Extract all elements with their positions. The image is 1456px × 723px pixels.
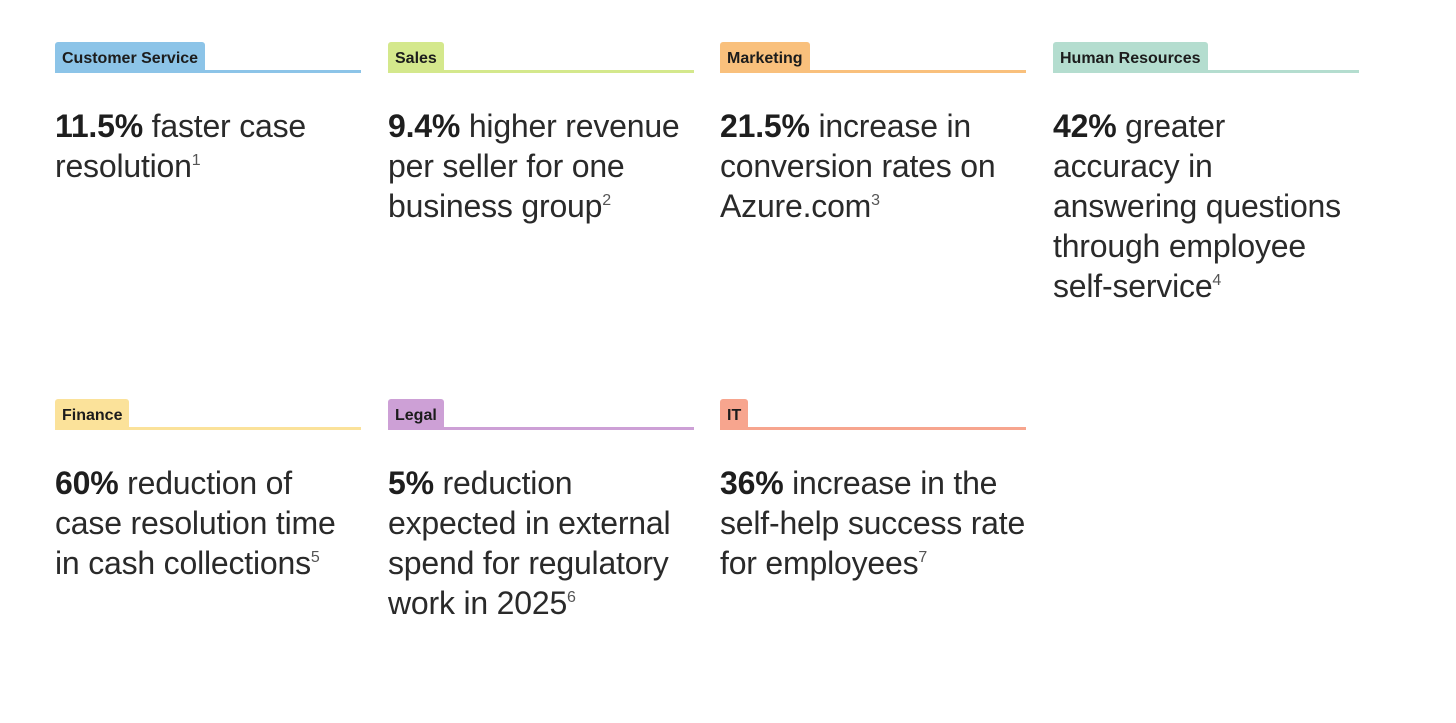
- category-underline: [388, 427, 694, 430]
- footnote-marker: 4: [1212, 272, 1222, 289]
- category-underline: [55, 70, 361, 73]
- stat-card-it: IT 36% increase in the self-help success…: [720, 399, 1026, 583]
- stat-text: 36% increase in the self-help success ra…: [720, 463, 1026, 583]
- footnote-marker: 5: [310, 549, 320, 566]
- stat-number: 60%: [55, 465, 119, 501]
- category-underline: [388, 70, 694, 73]
- category-tag: Sales: [388, 42, 444, 73]
- stat-number: 42%: [1053, 108, 1117, 144]
- stat-card-customer-service: Customer Service 11.5% faster case resol…: [55, 42, 361, 186]
- category-tag: Human Resources: [1053, 42, 1208, 73]
- stat-card-sales: Sales 9.4% higher revenue per seller for…: [388, 42, 694, 226]
- stat-card-marketing: Marketing 21.5% increase in conversion r…: [720, 42, 1026, 226]
- stat-description: reduction of case resolution time in cas…: [55, 465, 336, 581]
- stat-number: 11.5%: [55, 108, 143, 144]
- stat-card-human-resources: Human Resources 42% greater accuracy in …: [1053, 42, 1359, 306]
- category-header: Sales: [388, 42, 694, 73]
- stat-description: higher revenue per seller for one busine…: [388, 108, 680, 224]
- stat-number: 36%: [720, 465, 784, 501]
- category-tag: IT: [720, 399, 749, 430]
- stat-text: 21.5% increase in conversion rates on Az…: [720, 106, 1026, 226]
- category-header: Legal: [388, 399, 694, 430]
- category-header: Human Resources: [1053, 42, 1359, 73]
- stat-description: faster case resolution: [55, 108, 306, 184]
- stat-text: 9.4% higher revenue per seller for one b…: [388, 106, 694, 226]
- category-header: IT: [720, 399, 1026, 430]
- category-underline: [720, 427, 1026, 430]
- stat-description: reduction expected in external spend for…: [388, 465, 671, 621]
- category-underline: [720, 70, 1026, 73]
- stat-description: increase in conversion rates on Azure.co…: [720, 108, 996, 224]
- footnote-marker: 3: [871, 192, 880, 209]
- footnote-marker: 2: [602, 192, 611, 209]
- category-header: Finance: [55, 399, 361, 430]
- stat-text: 42% greater accuracy in answering questi…: [1053, 106, 1359, 306]
- category-tag: Legal: [388, 399, 444, 430]
- footnote-marker: 1: [191, 152, 201, 169]
- category-header: Customer Service: [55, 42, 361, 73]
- stat-text: 60% reduction of case resolution time in…: [55, 463, 361, 583]
- stat-card-finance: Finance 60% reduction of case resolution…: [55, 399, 361, 583]
- category-tag: Customer Service: [55, 42, 206, 73]
- category-tag: Marketing: [720, 42, 810, 73]
- stat-description: increase in the self-help success rate f…: [720, 465, 1026, 581]
- category-underline: [55, 427, 361, 430]
- stat-number: 9.4%: [388, 108, 461, 144]
- footnote-marker: 7: [918, 549, 928, 566]
- stat-text: 11.5% faster case resolution1: [55, 106, 361, 186]
- category-tag: Finance: [55, 399, 130, 430]
- stat-number: 21.5%: [720, 108, 810, 144]
- stat-description: greater accuracy in answering questions …: [1053, 108, 1341, 304]
- stat-text: 5% reduction expected in external spend …: [388, 463, 694, 623]
- stat-card-legal: Legal 5% reduction expected in external …: [388, 399, 694, 623]
- footnote-marker: 6: [567, 589, 576, 606]
- stat-number: 5%: [388, 465, 434, 501]
- category-header: Marketing: [720, 42, 1026, 73]
